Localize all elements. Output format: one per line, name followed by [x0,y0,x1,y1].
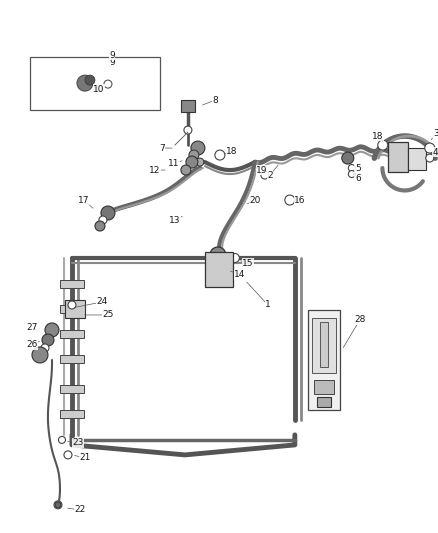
Bar [408,148,426,170]
Text: 8: 8 [212,95,218,104]
Text: 4: 4 [433,148,438,157]
Bar [60,355,84,363]
Text: 23: 23 [72,439,84,447]
Text: 2: 2 [267,171,273,180]
Text: 12: 12 [149,166,161,174]
Text: 18: 18 [226,147,238,156]
Bar [388,142,408,172]
Circle shape [348,165,355,172]
Circle shape [41,344,49,352]
Circle shape [68,301,76,309]
Circle shape [348,171,355,177]
Bar [60,280,84,288]
Text: 3: 3 [433,128,438,138]
Text: 21: 21 [79,454,91,463]
Circle shape [210,247,226,263]
Bar [60,305,84,313]
Circle shape [230,254,240,262]
Bar [60,385,84,393]
Circle shape [104,80,112,88]
Circle shape [32,347,48,363]
Circle shape [285,195,295,205]
Bar [60,330,84,338]
Circle shape [42,334,54,346]
Circle shape [55,502,61,508]
Bar [65,300,85,318]
Circle shape [196,158,204,166]
Text: 6: 6 [355,174,360,182]
Bar [205,252,233,287]
Text: 10: 10 [93,85,105,94]
Circle shape [77,75,93,91]
Bar [314,380,334,394]
Bar [181,100,195,112]
Bar [30,57,160,110]
Text: 22: 22 [74,505,85,514]
Bar [308,310,340,410]
Circle shape [99,216,107,224]
Bar [317,397,331,407]
Circle shape [261,171,269,179]
Circle shape [54,501,62,509]
Circle shape [64,451,72,459]
Bar [320,322,328,367]
Text: 9: 9 [109,51,115,60]
Circle shape [95,221,105,231]
Circle shape [45,323,59,337]
Circle shape [191,141,205,155]
Circle shape [425,143,435,153]
Text: 20: 20 [249,196,261,205]
Text: 13: 13 [169,215,180,224]
Bar [60,410,84,418]
Text: 27: 27 [26,324,38,333]
Circle shape [85,75,95,85]
Text: 25: 25 [102,311,113,319]
Text: 18: 18 [372,132,384,141]
Circle shape [215,150,225,160]
Text: 7: 7 [159,143,165,152]
Text: 1: 1 [265,301,271,310]
Circle shape [58,437,65,443]
Text: 5: 5 [355,164,360,173]
Circle shape [184,126,192,134]
Circle shape [101,206,115,220]
Text: 17: 17 [78,196,90,205]
Text: 10: 10 [92,85,104,94]
Circle shape [342,152,354,164]
Text: 9: 9 [109,58,115,67]
Circle shape [378,140,388,150]
Text: 28: 28 [354,316,365,325]
Circle shape [218,259,230,271]
Bar [312,318,336,373]
Text: 24: 24 [96,297,108,306]
Text: 26: 26 [26,341,38,350]
Text: 16: 16 [294,196,306,205]
Text: 19: 19 [256,166,268,174]
Text: 15: 15 [242,259,254,268]
Circle shape [426,154,434,162]
Text: 11: 11 [168,158,180,167]
Circle shape [189,150,199,160]
Text: 14: 14 [234,270,246,279]
Circle shape [186,156,198,168]
Circle shape [181,165,191,175]
